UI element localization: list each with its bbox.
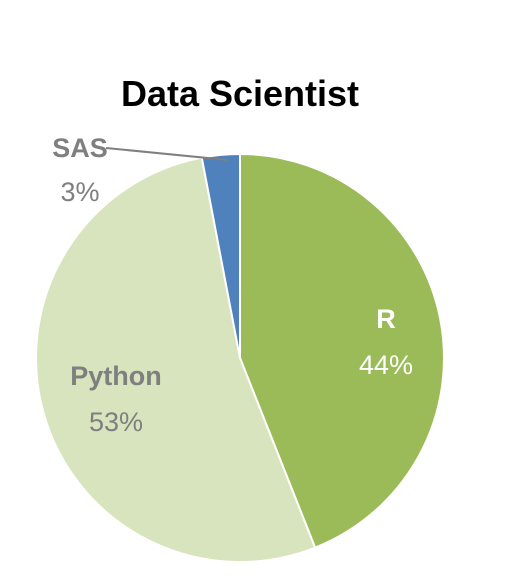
slice-label-python: Python [70,361,162,391]
chart-title: Data Scientist [121,73,359,114]
slice-label-r: R [376,304,396,334]
slice-value-python: 53% [89,407,143,437]
pie-slices [35,152,445,563]
pie-labels: R 44% Python 53% SAS 3% [52,133,413,437]
sas-leader-line [105,147,229,161]
slice-value-sas: 3% [60,177,99,207]
slice-value-r: 44% [359,350,413,380]
pie-slice-r [239,152,445,549]
pie-slice-python [35,156,317,563]
slice-label-sas: SAS [52,133,108,163]
